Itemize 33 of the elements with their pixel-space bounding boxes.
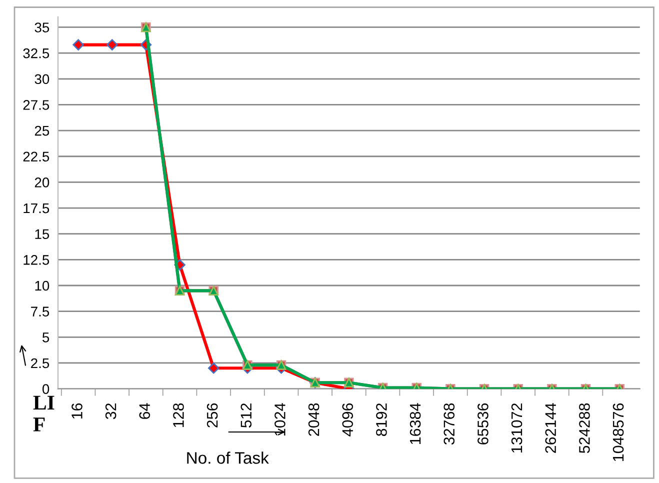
y-tick-label: 2.5 [31, 358, 50, 368]
x-tick-label: 512 [240, 403, 252, 428]
x-tick-label: 16 [72, 403, 82, 419]
y-tick-label: 32.5 [23, 48, 50, 58]
x-tick-label: 1048576 [612, 403, 624, 462]
x-tick-label: 64 [139, 403, 150, 419]
y-axis-title: LI F [33, 396, 54, 432]
x-axis-title: No. of Task [187, 452, 269, 464]
x-tick-label: 262144 [545, 403, 556, 453]
x-tick-label: 65536 [478, 403, 488, 444]
y-tick-label: 35 [34, 22, 50, 32]
x-tick-label: 8192 [376, 403, 387, 436]
y-tick-label: 7.5 [31, 306, 50, 317]
x-tick-label: 524288 [579, 403, 590, 454]
y-tick-label: 22.5 [23, 152, 50, 162]
y-tick-label: 20 [34, 178, 50, 188]
x-tick-label: 128 [173, 403, 184, 428]
x-tick-label: 256 [206, 403, 218, 428]
y-tick-label: 12.5 [24, 255, 50, 265]
y-tick-label: 0 [42, 384, 50, 394]
y-tick-label: 27.5 [23, 100, 50, 110]
y-tick-label: 25 [34, 126, 50, 136]
y-tick-label: 15 [35, 229, 50, 240]
y-tick-label: 10 [35, 280, 50, 291]
y-tick-label: 30 [34, 74, 50, 84]
x-tick-label: 4096 [342, 403, 354, 436]
x-tick-label: 131072 [511, 403, 522, 453]
y-tick-label: 5 [42, 332, 50, 342]
x-tick-label: 16384 [410, 403, 421, 444]
x-tick-label: 32768 [444, 403, 455, 445]
y-tick-label: 17.5 [24, 204, 50, 214]
x-tick-label: 2048 [308, 403, 320, 436]
x-tick-label: 32 [105, 403, 116, 420]
